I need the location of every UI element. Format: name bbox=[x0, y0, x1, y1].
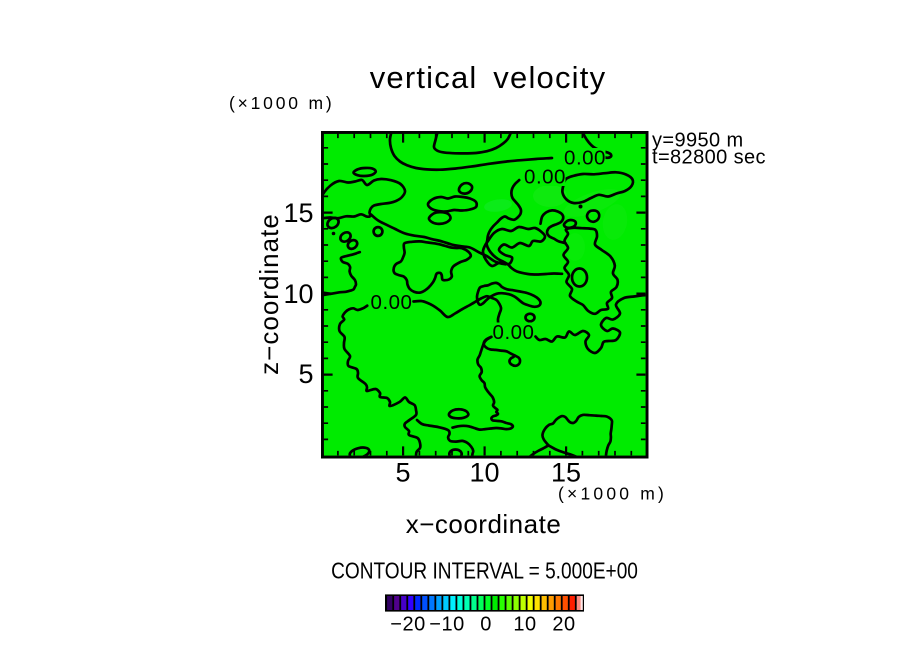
svg-text:0.00: 0.00 bbox=[493, 321, 535, 344]
svg-text:(×1000 m): (×1000 m) bbox=[558, 484, 667, 504]
svg-text:15: 15 bbox=[283, 198, 313, 228]
svg-text:10: 10 bbox=[513, 614, 536, 636]
svg-text:y=9950 m: y=9950 m bbox=[652, 129, 744, 151]
svg-text:−20: −20 bbox=[390, 614, 425, 636]
svg-text:5: 5 bbox=[298, 359, 313, 389]
svg-text:10: 10 bbox=[469, 458, 499, 488]
svg-text:20: 20 bbox=[552, 614, 575, 636]
svg-text:0.00: 0.00 bbox=[371, 291, 413, 314]
svg-text:z−coordinate: z−coordinate bbox=[254, 213, 284, 375]
svg-text:0: 0 bbox=[480, 614, 492, 636]
svg-text:0.00: 0.00 bbox=[524, 166, 566, 189]
svg-text:t=82800 sec: t=82800 sec bbox=[652, 147, 766, 169]
svg-text:vertical velocity: vertical velocity bbox=[370, 60, 607, 95]
svg-text:15: 15 bbox=[551, 458, 581, 488]
svg-text:CONTOUR INTERVAL = 5.000E+00: CONTOUR INTERVAL = 5.000E+00 bbox=[331, 559, 638, 584]
svg-text:−10: −10 bbox=[429, 614, 464, 636]
svg-text:(×1000 m): (×1000 m) bbox=[229, 93, 334, 113]
svg-text:5: 5 bbox=[395, 458, 410, 488]
svg-text:0.00: 0.00 bbox=[564, 147, 606, 170]
svg-text:10: 10 bbox=[283, 279, 313, 309]
svg-text:x−coordinate: x−coordinate bbox=[406, 509, 562, 539]
